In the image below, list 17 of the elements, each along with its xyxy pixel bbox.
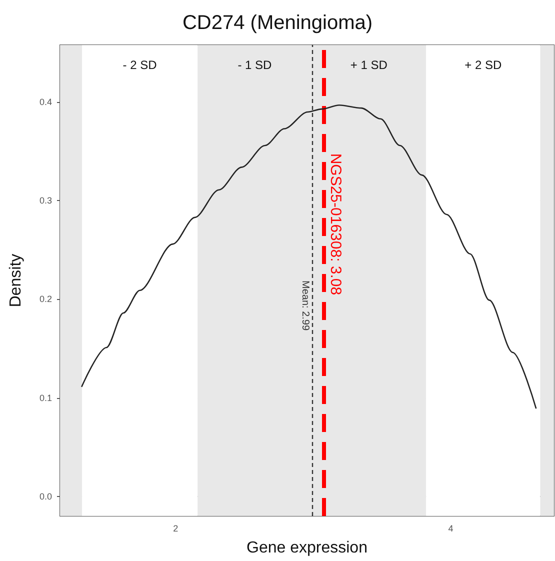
line-series	[80, 104, 537, 410]
y-tick-label: 0.4	[39, 97, 52, 108]
ref-line-label: NGS25-016308: 3.08	[327, 153, 344, 296]
y-tick-label: 0.0	[39, 491, 52, 502]
band-label: + 2 SD	[464, 58, 502, 72]
band-label: - 2 SD	[122, 58, 158, 72]
y-tick-label: 0.3	[39, 196, 52, 206]
x-tick-label: 4	[448, 524, 454, 534]
y-tick-label: 0.1	[39, 392, 52, 403]
x-tick-label: 2	[173, 524, 178, 534]
chart-title: CD274 (Meningioma)	[182, 12, 373, 34]
x-axis-title: Gene expression	[246, 540, 368, 556]
band-label: - 1 SD	[238, 58, 272, 72]
band-label: + 1 SD	[350, 58, 388, 72]
y-axis-title: Density	[8, 254, 24, 308]
y-tick-label: 0.2	[39, 294, 52, 304]
ref-line-label: Mean: 2.99	[299, 280, 310, 331]
